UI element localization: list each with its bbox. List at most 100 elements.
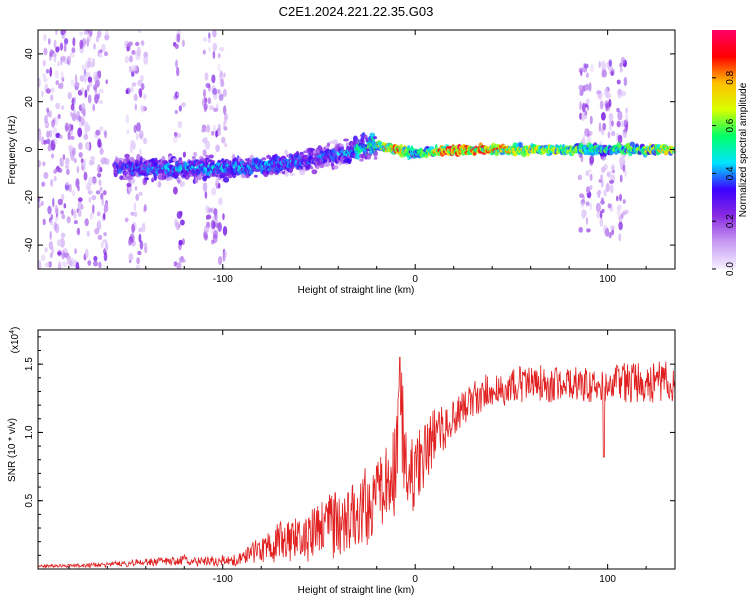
noise-point: [202, 49, 206, 55]
noise-point: [201, 128, 207, 133]
noise-point: [176, 262, 182, 269]
noise-point: [133, 124, 137, 134]
noise-point: [79, 75, 85, 82]
noise-point: [46, 130, 50, 139]
noise-point: [603, 189, 607, 197]
chart-title: C2E1.2024.221.22.35.G03: [279, 4, 434, 19]
noise-point: [54, 70, 59, 79]
noise-point: [87, 94, 92, 104]
noise-point: [215, 130, 218, 138]
noise-point: [103, 51, 109, 57]
snr-y-tick-label: 1.0: [24, 425, 35, 439]
noise-point: [207, 38, 212, 43]
noise-point: [128, 65, 133, 73]
noise-point: [601, 60, 606, 70]
noise-point: [102, 190, 107, 196]
noise-point: [89, 31, 93, 37]
noise-point: [621, 90, 626, 97]
noise-point: [97, 138, 102, 148]
noise-point: [75, 261, 80, 269]
noise-point: [72, 37, 76, 47]
noise-point: [127, 238, 132, 246]
noise-point: [80, 87, 85, 93]
noise-point: [64, 122, 69, 132]
noise-point: [205, 82, 211, 89]
noise-point: [93, 255, 98, 262]
noise-point: [101, 43, 106, 53]
noise-point: [80, 158, 84, 164]
noise-point: [607, 203, 612, 209]
noise-point: [94, 76, 100, 81]
noise-point: [60, 105, 65, 110]
noise-point: [212, 50, 216, 60]
ridge-point: [361, 138, 365, 145]
noise-point: [143, 55, 149, 65]
noise-point: [103, 251, 108, 262]
ridge-point: [202, 169, 206, 175]
noise-point: [38, 196, 41, 203]
noise-point: [131, 71, 135, 77]
noise-point: [223, 142, 228, 148]
noise-point: [606, 171, 611, 178]
noise-point: [212, 43, 218, 51]
noise-point: [176, 133, 182, 139]
ridge-point: [201, 157, 204, 161]
noise-point: [601, 127, 605, 136]
noise-point: [75, 178, 80, 188]
noise-point: [621, 120, 625, 128]
noise-point: [73, 108, 76, 114]
noise-point: [94, 93, 99, 104]
noise-point: [218, 93, 224, 102]
noise-point: [202, 182, 208, 192]
noise-point: [616, 120, 621, 128]
noise-point: [134, 103, 137, 111]
ridge-point: [179, 181, 186, 187]
ridge-point: [127, 176, 134, 180]
noise-point: [78, 152, 83, 158]
noise-point: [579, 101, 582, 111]
noise-point: [610, 225, 615, 230]
noise-point: [211, 130, 215, 136]
noise-point: [83, 171, 88, 181]
noise-point: [590, 63, 595, 73]
noise-point: [139, 130, 144, 136]
noise-point: [602, 69, 607, 78]
noise-point: [589, 185, 593, 191]
colorbar-tick-label: 0.0: [725, 262, 736, 276]
noise-point: [42, 161, 46, 167]
ridge-point: [176, 177, 182, 182]
noise-point: [50, 218, 53, 226]
noise-point: [598, 61, 601, 68]
noise-point: [589, 115, 593, 125]
noise-point: [42, 218, 46, 226]
noise-point: [41, 181, 45, 187]
noise-point: [71, 112, 77, 122]
noise-point: [601, 178, 604, 188]
noise-point: [622, 210, 627, 216]
noise-point: [87, 34, 92, 43]
noise-point: [86, 37, 90, 47]
noise-point: [136, 122, 141, 132]
noise-point: [213, 124, 216, 133]
noise-point: [579, 193, 584, 199]
noise-point: [131, 223, 135, 234]
noise-point: [69, 262, 73, 268]
noise-point: [48, 130, 53, 138]
noise-point: [125, 87, 131, 95]
noise-point: [178, 224, 181, 229]
noise-point: [55, 46, 60, 53]
noise-point: [102, 212, 106, 220]
colorbar-tick-label: 0.4: [725, 166, 736, 180]
noise-point: [212, 91, 218, 100]
noise-point: [53, 175, 57, 182]
noise-point: [60, 42, 63, 51]
noise-point: [44, 247, 48, 253]
noise-point: [139, 149, 142, 156]
ridge-point: [215, 177, 220, 184]
noise-point: [101, 198, 104, 206]
noise-point: [179, 211, 183, 216]
noise-point: [208, 32, 211, 39]
noise-point: [223, 126, 228, 131]
ridge-point: [373, 150, 378, 157]
noise-point: [617, 88, 623, 95]
